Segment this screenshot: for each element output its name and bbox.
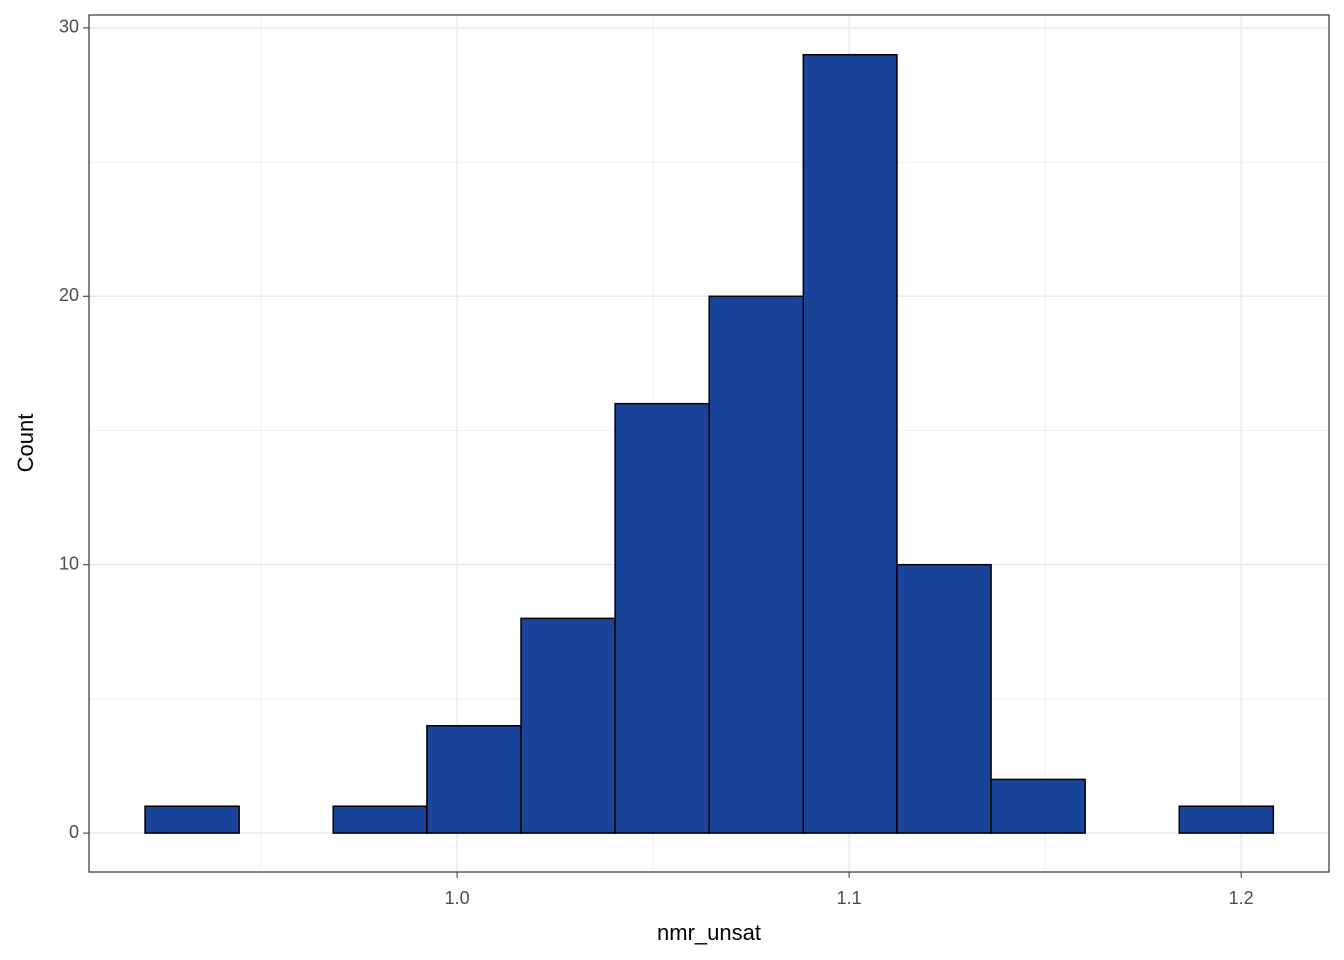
bar [896, 563, 992, 834]
bar [1178, 805, 1275, 834]
bar [614, 402, 710, 834]
x-tick-label: 1.2 [1229, 888, 1254, 908]
x-tick-label: 1.1 [837, 888, 862, 908]
y-tick-label: 30 [59, 17, 79, 37]
plot-border [88, 14, 1330, 873]
x-axis-title: nmr_unsat [657, 920, 761, 945]
bar [708, 295, 805, 834]
bar [802, 53, 898, 834]
bar [426, 724, 522, 834]
bar [144, 805, 240, 834]
bar [990, 778, 1086, 834]
bar [520, 617, 616, 834]
x-tick-label: 1.0 [445, 888, 470, 908]
bar [332, 805, 428, 834]
y-tick-label: 0 [69, 822, 79, 842]
y-tick-label: 20 [59, 285, 79, 305]
y-tick-label: 10 [59, 553, 79, 573]
y-axis-title: Count [13, 414, 38, 473]
